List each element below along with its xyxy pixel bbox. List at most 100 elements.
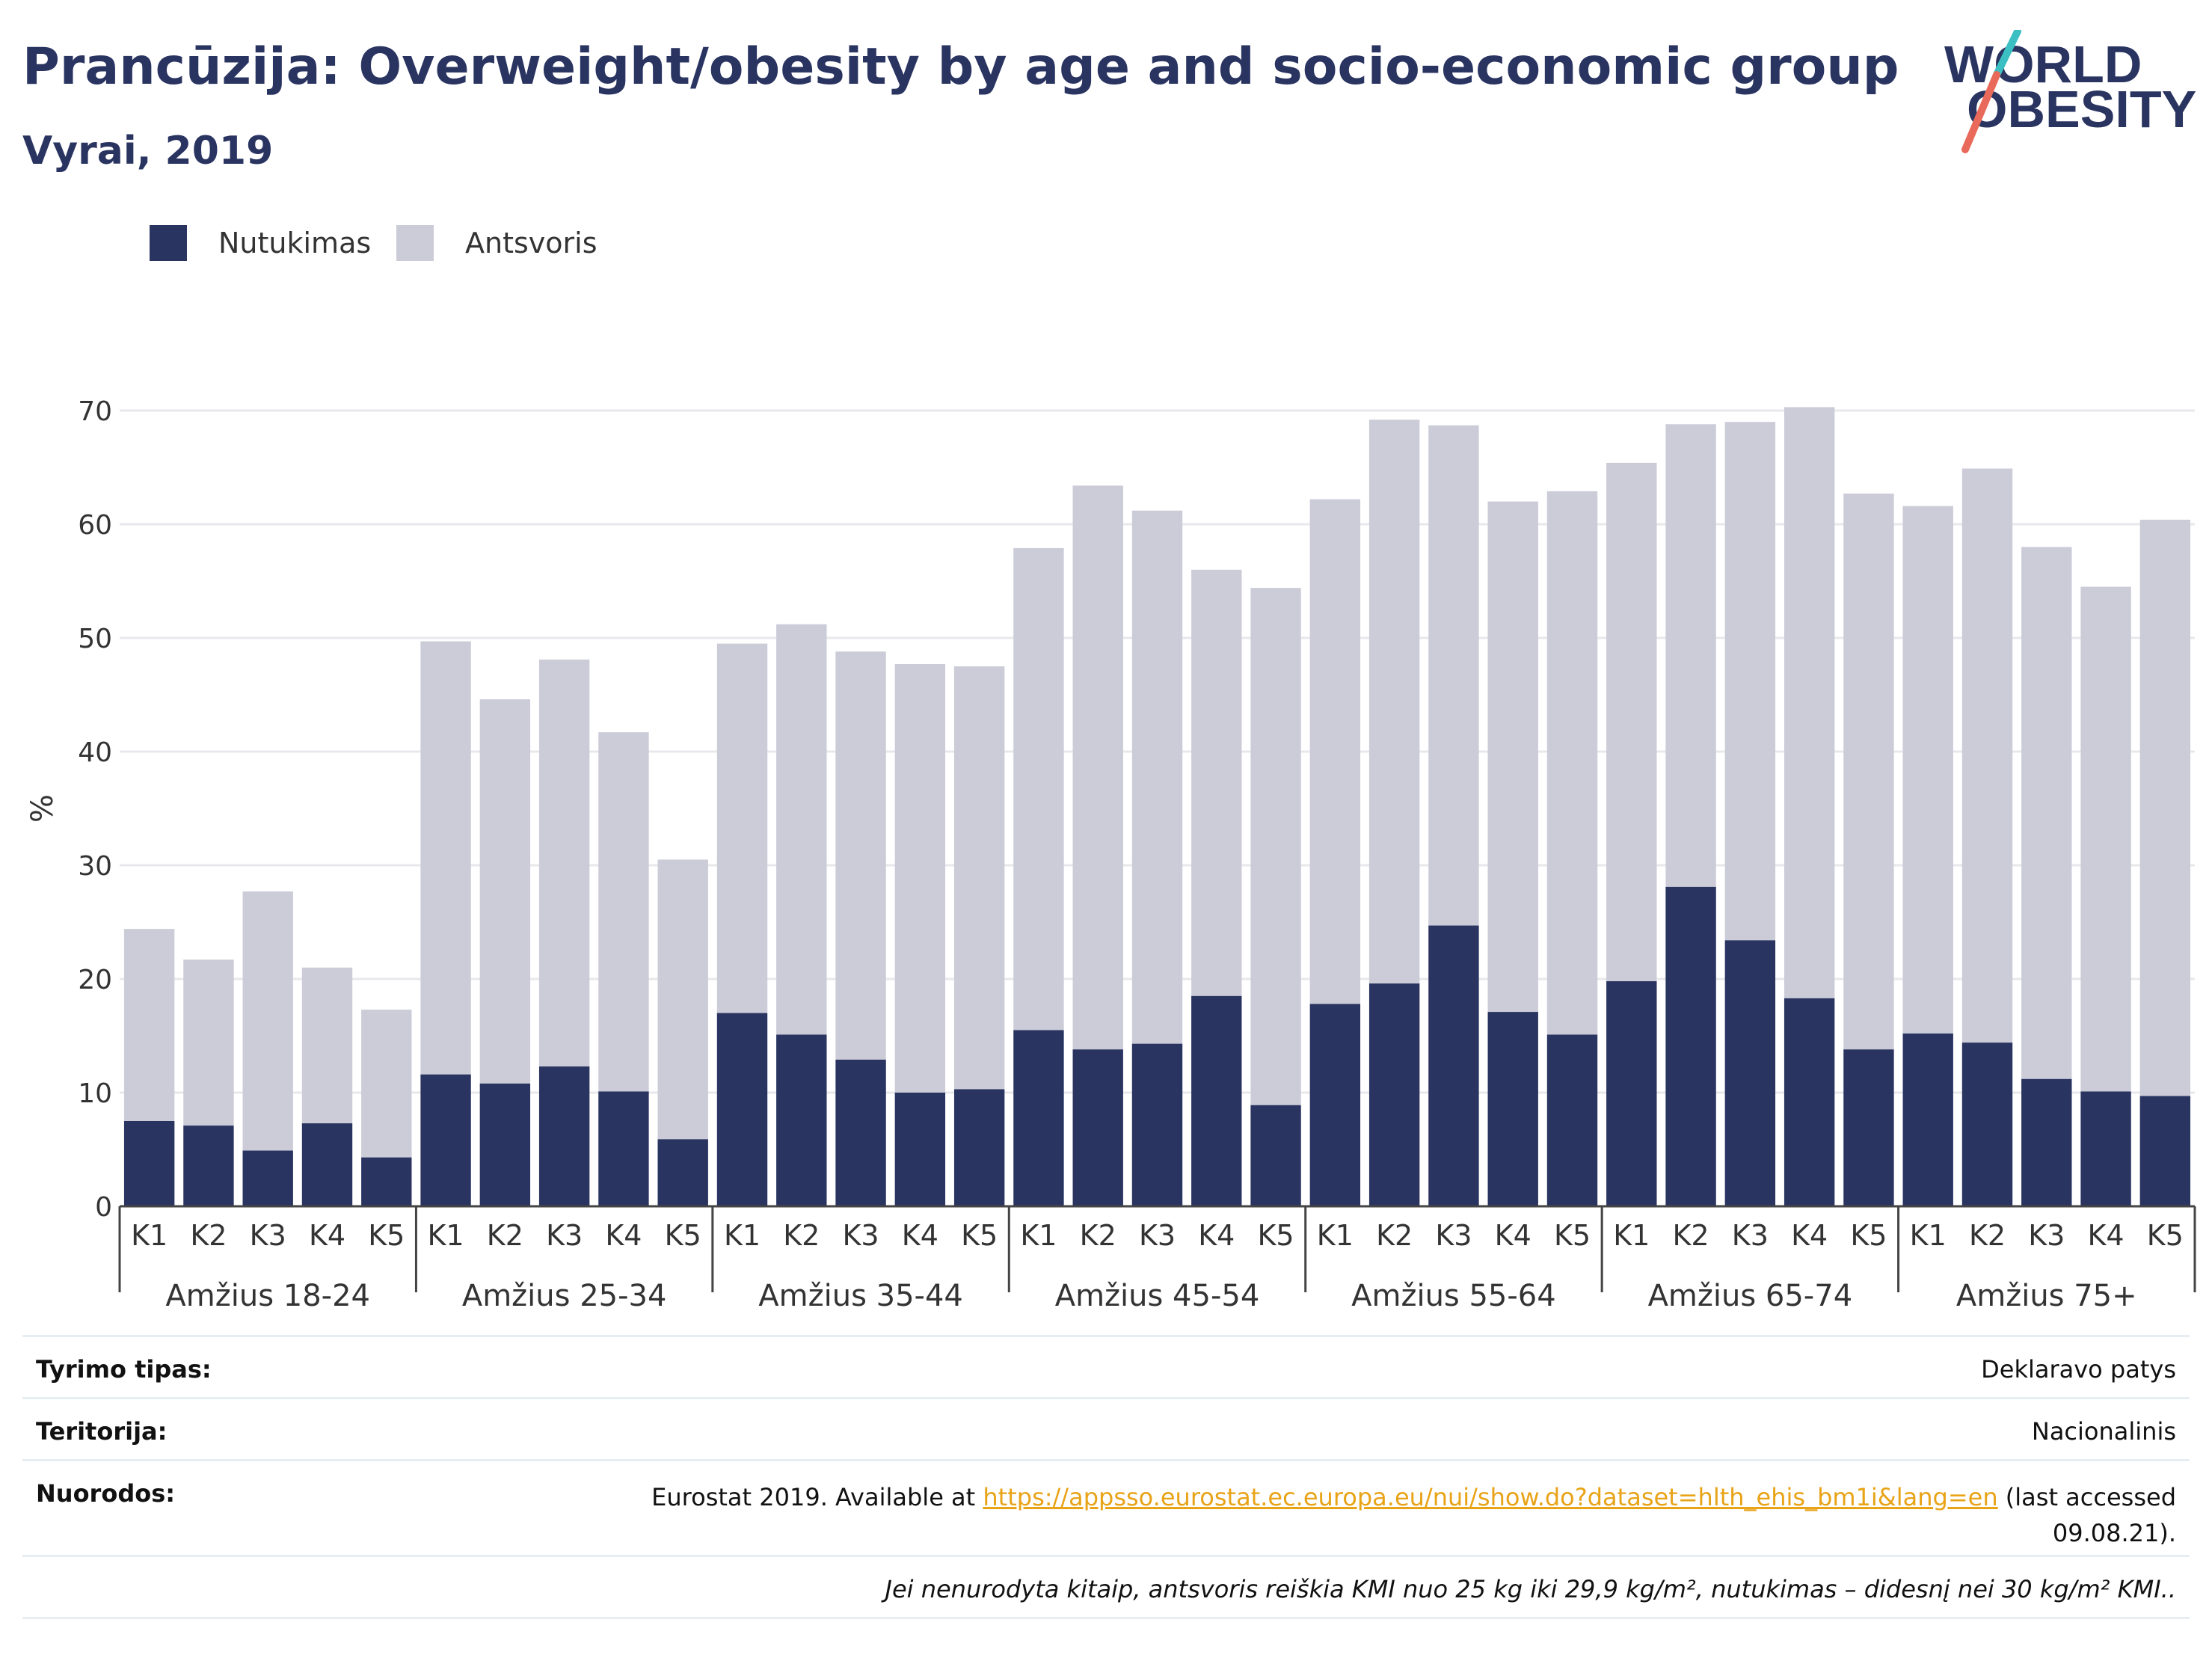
stacked-bar-chart: 0 10 20 30 40 50 60 70% K1 K2 K3 K4 K5 Amžius 18-24 K1… — [25, 396, 2196, 1309]
bar-overweight — [1961, 468, 2013, 1043]
reference-suffix: (last accessed — [1997, 1483, 2176, 1511]
bar-obesity — [479, 1083, 531, 1206]
group-label: Amžius 45-54 — [1055, 1279, 1260, 1309]
x-tick-label: K2 — [783, 1219, 820, 1252]
bar-obesity — [1961, 1043, 2013, 1206]
bar-obesity — [1250, 1105, 1301, 1206]
bar-obesity — [538, 1066, 590, 1206]
legend-swatch-obesity — [150, 225, 187, 261]
logo-slash-coral — [1961, 71, 2000, 153]
reference-date: 09.08.21). — [2052, 1519, 2176, 1547]
bar-overweight — [1013, 547, 1064, 1031]
info-value-references: Eurostat 2019. Available at https://apps… — [651, 1479, 2176, 1551]
info-value-territory: Nacionalinis — [2031, 1417, 2176, 1446]
legend-label-overweight: Antsvoris — [465, 227, 597, 260]
bar-obesity — [1013, 1030, 1064, 1206]
x-tick-label: K4 — [605, 1219, 642, 1252]
bar-overweight — [1724, 422, 1776, 941]
group-label: Amžius 25-34 — [462, 1279, 667, 1309]
logo-word-world: WORLD — [1944, 35, 2142, 93]
bar-obesity — [953, 1089, 1005, 1206]
legend-label-obesity: Nutukimas — [218, 227, 372, 260]
x-tick-label: K4 — [1198, 1219, 1235, 1252]
bar-obesity — [1606, 981, 1657, 1206]
bar-overweight — [1487, 501, 1538, 1013]
y-axis-label: % — [25, 794, 60, 823]
bar-overweight — [479, 699, 531, 1084]
bar-obesity — [420, 1074, 471, 1206]
bar-obesity — [1368, 983, 1420, 1206]
x-tick-label: K5 — [368, 1219, 405, 1252]
x-tick-label: K3 — [546, 1219, 583, 1252]
x-tick-label: K4 — [902, 1219, 938, 1252]
definition-note: Jei nenurodyta kitaip, antsvoris reiškia… — [885, 1575, 2177, 1603]
bar-overweight — [894, 663, 946, 1093]
info-row-references: Nuorodos: Eurostat 2019. Available at ht… — [22, 1459, 2190, 1555]
bar-obesity — [1309, 1004, 1361, 1206]
bar-overweight — [1368, 420, 1420, 984]
info-table: Tyrimo tipas: Deklaravo patys Teritorija… — [22, 1335, 2190, 1619]
bar-overweight — [1428, 425, 1479, 926]
bar-overweight — [1191, 569, 1242, 996]
bar-obesity — [301, 1123, 353, 1206]
bar-obesity — [361, 1157, 412, 1206]
x-tick-label: K5 — [2147, 1219, 2184, 1252]
x-tick-label: K3 — [843, 1219, 879, 1252]
info-row-note: Jei nenurodyta kitaip, antsvoris reiškia… — [22, 1555, 2190, 1619]
info-key-territory: Teritorija: — [36, 1417, 168, 1446]
bar-overweight — [361, 1010, 412, 1158]
group-label: Amžius 65-74 — [1648, 1279, 1853, 1309]
bar-obesity — [1784, 998, 1835, 1206]
x-tick-label: K3 — [2028, 1219, 2065, 1252]
x-tick-label: K1 — [1317, 1219, 1354, 1252]
y-tick-label: 0 — [95, 1192, 112, 1223]
x-tick-label: K1 — [428, 1219, 464, 1252]
y-tick-label: 40 — [78, 737, 112, 768]
bar-overweight — [2080, 586, 2131, 1092]
bar-obesity — [657, 1139, 708, 1206]
legend-item-obesity[interactable]: Nutukimas — [150, 221, 371, 265]
info-key-survey-type: Tyrimo tipas: — [36, 1355, 212, 1384]
bar-overweight — [835, 651, 886, 1060]
x-tick-label: K2 — [1376, 1219, 1413, 1252]
info-row-territory: Teritorija: Nacionalinis — [22, 1397, 2190, 1459]
x-tick-label: K1 — [131, 1219, 168, 1252]
bar-obesity — [2080, 1091, 2131, 1206]
x-tick-label: K2 — [487, 1219, 523, 1252]
y-tick-label: 60 — [78, 510, 112, 541]
x-tick-label: K2 — [190, 1219, 227, 1252]
x-tick-label: K2 — [1080, 1219, 1116, 1252]
bar-overweight — [1902, 506, 1953, 1034]
bar-obesity — [1902, 1033, 1953, 1206]
bar-overweight — [1843, 493, 1894, 1050]
bar-overweight — [1546, 491, 1598, 1035]
x-tick-label: K4 — [309, 1219, 345, 1252]
bar-overweight — [1606, 462, 1657, 982]
x-tick-label: K5 — [961, 1219, 998, 1252]
x-tick-label: K5 — [665, 1219, 701, 1252]
x-tick-label: K5 — [1850, 1219, 1887, 1252]
reference-link[interactable]: https://appsso.eurostat.ec.europa.eu/nui… — [983, 1483, 1998, 1511]
x-tick-label: K1 — [724, 1219, 761, 1252]
info-key-references: Nuorodos: — [36, 1479, 176, 1508]
x-tick-label: K5 — [1258, 1219, 1294, 1252]
bar-overweight — [301, 967, 353, 1124]
y-tick-label: 30 — [78, 851, 112, 882]
x-tick-label: K2 — [1673, 1219, 1709, 1252]
bar-overweight — [1250, 588, 1301, 1105]
bar-overweight — [716, 643, 768, 1013]
bar-obesity — [1546, 1034, 1598, 1206]
legend-item-overweight[interactable]: Antsvoris — [396, 221, 597, 265]
bar-obesity — [1487, 1012, 1538, 1206]
group-label: Amžius 35-44 — [758, 1279, 963, 1309]
info-value-survey-type: Deklaravo patys — [1981, 1355, 2176, 1384]
bar-obesity — [183, 1126, 234, 1206]
info-row-survey-type: Tyrimo tipas: Deklaravo patys — [22, 1335, 2190, 1397]
bar-obesity — [835, 1059, 886, 1206]
group-label: Amžius 18-24 — [165, 1279, 370, 1309]
x-tick-label: K4 — [2088, 1219, 2125, 1252]
x-tick-label: K1 — [1910, 1219, 1947, 1252]
bar-overweight — [1309, 499, 1361, 1004]
bar-overweight — [598, 732, 649, 1092]
group-label: Amžius 75+ — [1956, 1279, 2137, 1309]
